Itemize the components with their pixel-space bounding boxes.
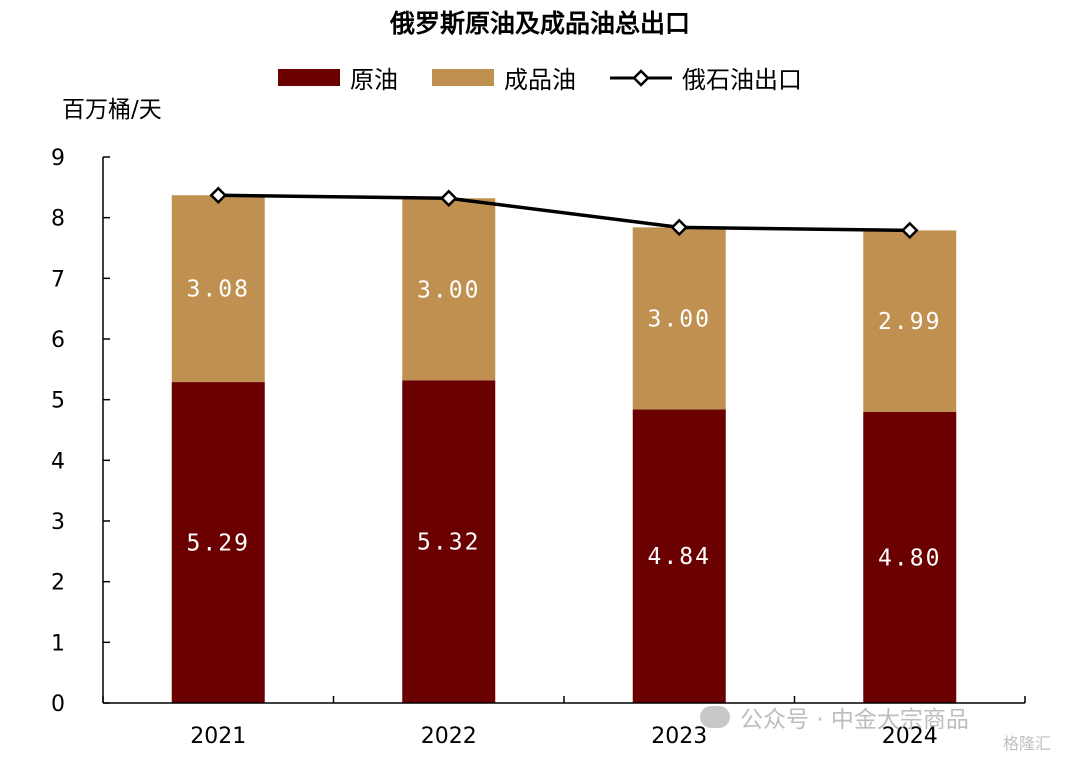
marker-total-exports xyxy=(670,218,689,237)
legend-item-products: 成品油 xyxy=(432,60,576,95)
wechat-icon xyxy=(700,706,730,728)
bar-products xyxy=(171,195,265,383)
data-label-products: 3.00 xyxy=(648,306,711,332)
y-tick-label: 6 xyxy=(51,328,65,353)
y-tick-label: 1 xyxy=(51,631,65,656)
x-tick-label: 2021 xyxy=(190,724,246,749)
bar-crude xyxy=(402,380,496,703)
legend-line-icon xyxy=(610,68,672,87)
x-tick-label: 2022 xyxy=(421,724,477,749)
x-tick-label: 2024 xyxy=(882,724,938,749)
y-tick-label: 3 xyxy=(51,510,65,535)
bar-products xyxy=(632,227,726,410)
bar-crude xyxy=(863,411,957,703)
x-tick-label: 2023 xyxy=(651,724,707,749)
bar-crude xyxy=(171,382,265,703)
marker-total-exports xyxy=(209,186,228,204)
y-axis-unit-label: 百万桶/天 xyxy=(62,97,162,123)
legend-label-products: 成品油 xyxy=(504,66,576,94)
data-label-crude: 4.84 xyxy=(648,544,711,570)
bar-crude xyxy=(632,409,726,703)
y-tick-label: 5 xyxy=(51,389,65,414)
legend-item-total: 俄石油出口 xyxy=(610,60,802,95)
y-tick-label: 0 xyxy=(51,692,65,717)
bar-products xyxy=(863,230,957,412)
y-tick-label: 4 xyxy=(51,449,65,474)
bar-products xyxy=(402,198,496,381)
data-label-crude: 4.80 xyxy=(878,545,941,571)
watermark-text: 公众号 · 中金大宗商品 xyxy=(740,707,969,733)
y-tick-label: 8 xyxy=(51,207,65,232)
legend-swatch-products xyxy=(432,69,494,86)
line-total-exports xyxy=(218,193,910,233)
legend-item-crude: 原油 xyxy=(278,60,398,95)
data-label-crude: 5.29 xyxy=(187,531,250,557)
marker-total-exports xyxy=(900,221,919,240)
data-label-products: 3.00 xyxy=(417,277,480,303)
data-label-products: 2.99 xyxy=(878,309,941,335)
y-tick-label: 9 xyxy=(51,146,65,171)
y-tick-label: 2 xyxy=(51,571,65,596)
legend-swatch-crude xyxy=(278,69,340,86)
legend-label-total: 俄石油出口 xyxy=(682,66,802,94)
marker-total-exports xyxy=(439,189,458,208)
data-label-crude: 5.32 xyxy=(417,530,480,556)
watermark: 公众号 · 中金大宗商品 xyxy=(700,700,969,734)
legend: 原油 成品油 俄石油出口 xyxy=(0,60,1080,95)
watermark-corner: 格隆汇 xyxy=(1003,734,1052,753)
legend-label-crude: 原油 xyxy=(350,66,398,94)
y-tick-label: 7 xyxy=(51,267,65,292)
data-label-products: 3.08 xyxy=(187,277,250,303)
chart-title: 俄罗斯原油及成品油总出口 xyxy=(389,9,690,38)
